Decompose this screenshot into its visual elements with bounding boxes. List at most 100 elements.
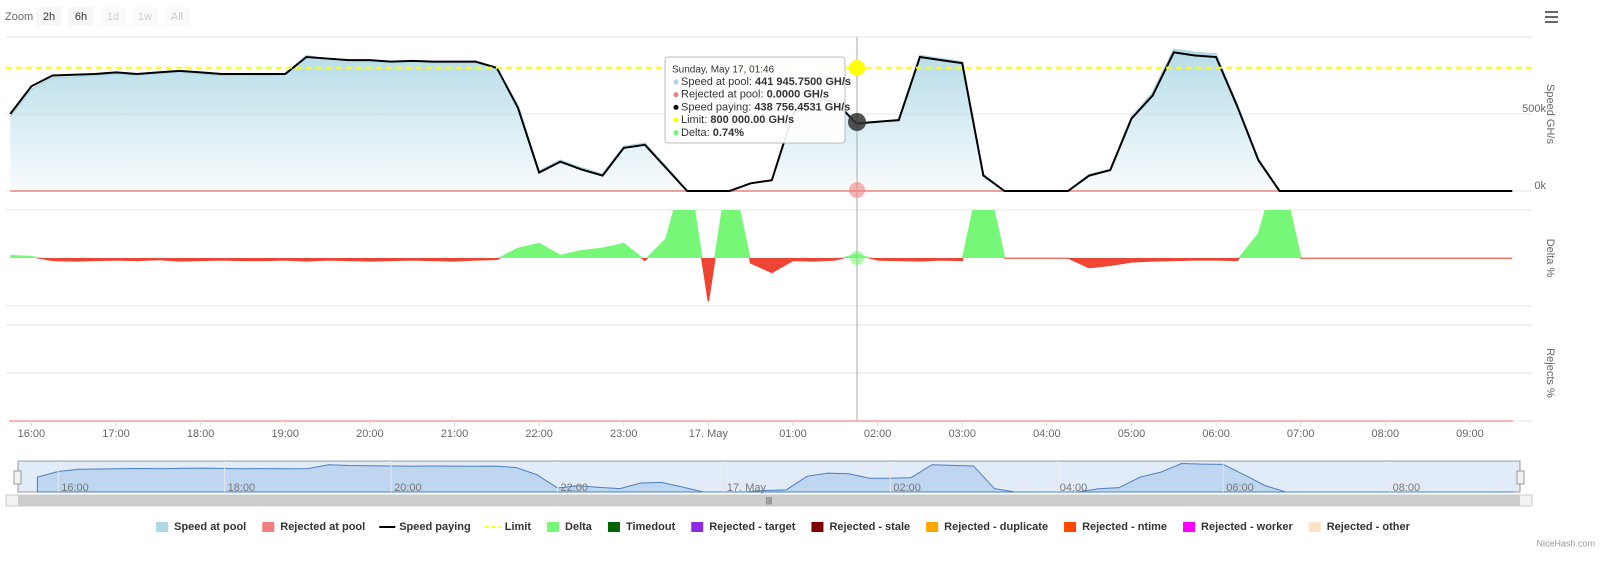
legend-label[interactable]: Rejected - ntime — [1082, 521, 1167, 533]
navigator-tick-label: 16:00 — [61, 482, 89, 494]
legend-symbol — [156, 522, 169, 532]
legend-symbol — [1064, 522, 1077, 532]
line — [9, 51, 1513, 192]
legend-label[interactable]: Limit — [505, 521, 532, 533]
tooltip: Sunday, May 17, 01:46 Speed at pool: 441… — [664, 56, 851, 144]
hover-markers — [848, 60, 866, 265]
legend-item[interactable]: Rejected - stale — [811, 521, 910, 533]
tooltip-row-label: Delta: — [681, 127, 713, 139]
tooltip-row: Rejected at pool: 0.0000 GH/s — [681, 89, 829, 101]
zoom-button[interactable]: 6h — [68, 7, 94, 26]
legend-item[interactable]: Delta — [547, 521, 593, 533]
x-tick-label: 22:00 — [525, 428, 553, 440]
zoom-button-bg[interactable] — [132, 7, 158, 26]
tooltip-title: Sunday, May 17, 01:46 — [672, 65, 775, 76]
zoom-label: Zoom — [5, 11, 33, 23]
x-tick-label: 17. May — [689, 428, 729, 440]
x-tick-label: 07:00 — [1287, 428, 1315, 440]
tooltip-row-value: 800 000.00 GH/s — [710, 114, 794, 126]
tooltip-bullet — [673, 104, 679, 110]
legend-item[interactable]: Timedout — [607, 521, 676, 533]
legend-item[interactable]: Speed at pool — [156, 521, 246, 533]
zoom-button-label[interactable]: 1w — [138, 11, 152, 23]
legend-item[interactable]: Rejected - target — [691, 521, 796, 533]
menu-button[interactable] — [1545, 11, 1558, 23]
zoom-button-bg[interactable] — [68, 7, 94, 26]
legend-label[interactable]: Rejected - duplicate — [944, 521, 1048, 533]
navigator-tick-label: 22:00 — [560, 482, 588, 494]
tooltip-row: Speed paying: 438 756.4531 GH/s — [681, 101, 850, 113]
legend-item[interactable]: Speed paying — [379, 521, 471, 533]
navigator-tick-label: 08:00 — [1393, 482, 1421, 494]
navigator-tick-label: 20:00 — [394, 482, 422, 494]
legend-item[interactable]: Rejected - worker — [1183, 521, 1293, 533]
legend-label[interactable]: Rejected at pool — [280, 521, 365, 533]
tooltip-row: Delta: 0.74% — [681, 127, 744, 139]
tooltip-row-label: Speed at pool: — [681, 76, 755, 88]
y-axis-title: Delta % — [1544, 239, 1556, 278]
zoom-button-label[interactable]: 1d — [107, 11, 119, 23]
legend-label[interactable]: Rejected - stale — [829, 521, 910, 533]
legend-symbol — [262, 522, 275, 532]
y-axis-title: Speed GH/s — [1544, 84, 1556, 144]
x-tick-label: 03:00 — [948, 428, 976, 440]
x-tick-label: 23:00 — [610, 428, 638, 440]
zoom-button[interactable]: 2h — [36, 7, 62, 26]
tooltip-row: Speed at pool: 441 945.7500 GH/s — [681, 76, 851, 88]
legend-symbol — [1308, 522, 1321, 532]
legend-item[interactable]: Limit — [484, 521, 532, 533]
tooltip-row-value: 0.0000 GH/s — [767, 89, 829, 101]
legend-item[interactable]: Rejected - other — [1308, 521, 1411, 533]
zoom-button[interactable]: 1w — [132, 7, 158, 26]
svg-text:|||: ||| — [766, 496, 772, 505]
x-tick-label: 02:00 — [864, 428, 892, 440]
x-tick-label: 20:00 — [356, 428, 384, 440]
y-tick-label: 0k — [1534, 180, 1546, 192]
navigator-tick-label: 02:00 — [893, 482, 921, 494]
x-tick-label: 05:00 — [1118, 428, 1146, 440]
navigator-tick-label: 18:00 — [228, 482, 256, 494]
legend-item[interactable]: Rejected - ntime — [1064, 521, 1167, 533]
zoom-button-label[interactable]: 6h — [75, 11, 87, 23]
legend-label[interactable]: Speed at pool — [174, 521, 246, 533]
x-tick-label: 04:00 — [1033, 428, 1061, 440]
x-tick-label: 08:00 — [1372, 428, 1400, 440]
tooltip-row: Limit: 800 000.00 GH/s — [681, 114, 794, 126]
navigator-area — [36, 462, 1515, 493]
x-tick-label: 19:00 — [271, 428, 299, 440]
y-axis-title: Rejects % — [1544, 348, 1556, 398]
tooltip-row-label: Limit: — [681, 114, 710, 126]
legend-symbol — [607, 522, 620, 532]
x-tick-label: 18:00 — [187, 428, 215, 440]
zoom-button-bg[interactable] — [164, 7, 190, 26]
zoom-button-label[interactable]: All — [171, 11, 183, 23]
zoom-button[interactable]: 1d — [100, 7, 126, 26]
tooltip-row-label: Rejected at pool: — [681, 89, 767, 101]
legend-symbol — [811, 522, 824, 532]
legend-item[interactable]: Rejected at pool — [262, 521, 365, 533]
tooltip-bullet — [673, 117, 679, 123]
legend-label[interactable]: Delta — [565, 521, 593, 533]
legend-item[interactable]: Rejected - duplicate — [926, 521, 1048, 533]
zoom-button-bg[interactable] — [100, 7, 126, 26]
tooltip-row-value: 441 945.7500 GH/s — [755, 76, 851, 88]
zoom-button[interactable]: All — [164, 7, 190, 26]
legend-label[interactable]: Speed paying — [399, 521, 471, 533]
zoom-button-label[interactable]: 2h — [43, 11, 55, 23]
legend-label[interactable]: Timedout — [626, 521, 676, 533]
tooltip-row-value: 0.74% — [713, 127, 744, 139]
x-tick-label: 01:00 — [779, 428, 807, 440]
credits[interactable]: NiceHash.com — [1536, 538, 1595, 548]
tooltip-row-value: 438 756.4531 GH/s — [754, 101, 850, 113]
legend-label[interactable]: Rejected - target — [709, 521, 796, 533]
legend-label[interactable]: Rejected - other — [1327, 521, 1411, 533]
x-tick-label: 09:00 — [1456, 428, 1484, 440]
legend-symbol — [1183, 522, 1196, 532]
legend-label[interactable]: Rejected - worker — [1201, 521, 1293, 533]
area — [10, 258, 1513, 302]
zoom-button-bg[interactable] — [36, 7, 62, 26]
x-tick-label: 06:00 — [1202, 428, 1230, 440]
legend-symbol — [926, 522, 939, 532]
